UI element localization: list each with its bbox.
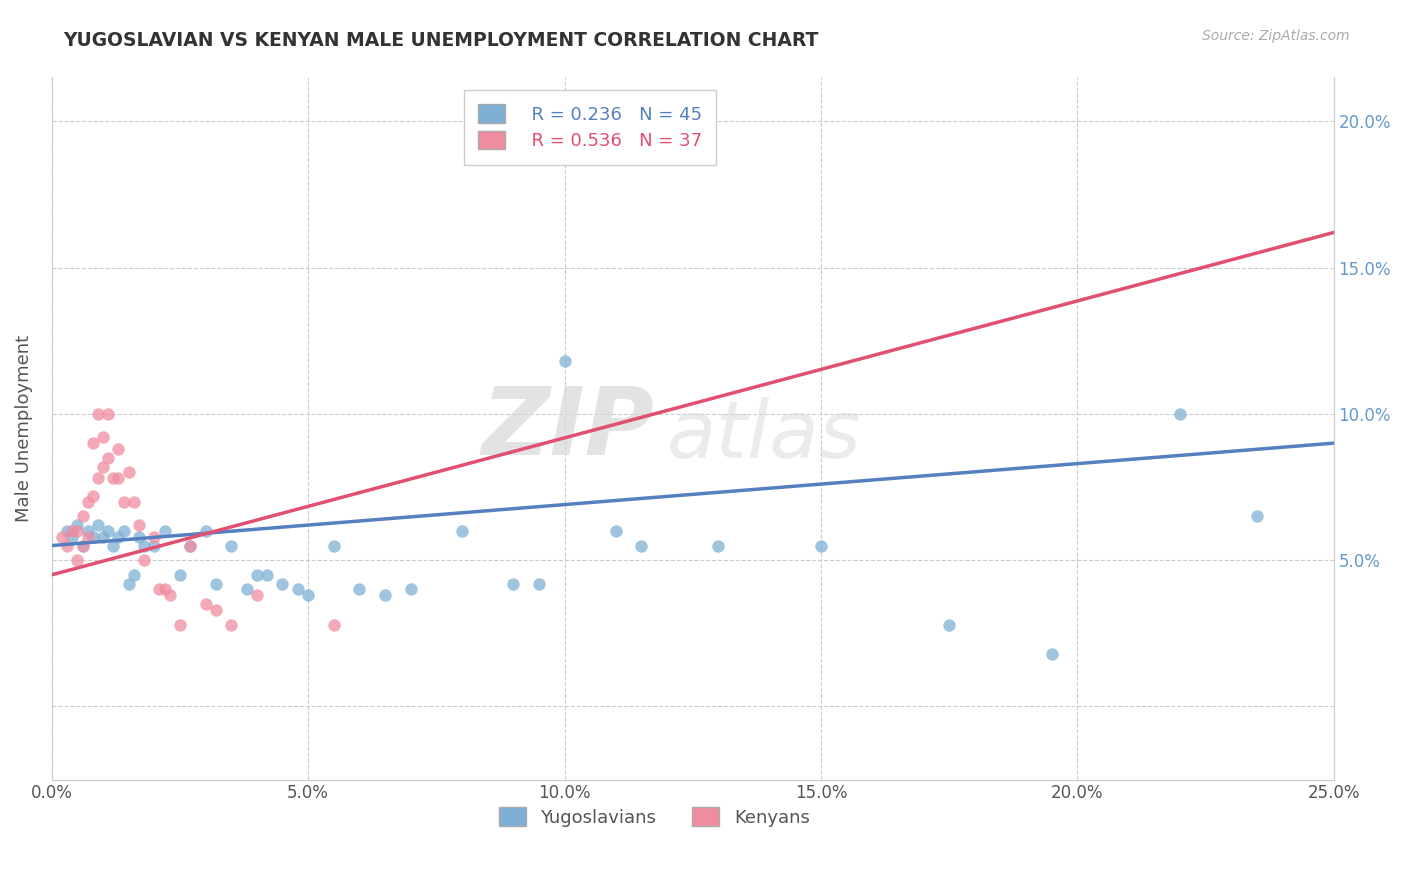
Point: [87, 471, 110, 485]
Point: [82, 530, 104, 544]
Point: [76, 494, 98, 508]
Point: [97, 524, 120, 538]
Point: [707, 539, 730, 553]
Point: [1168, 407, 1191, 421]
Point: [87, 518, 110, 533]
Point: [122, 494, 145, 508]
Point: [256, 567, 278, 582]
Point: [107, 471, 129, 485]
Point: [477, 137, 499, 152]
Point: [169, 567, 191, 582]
Point: [56, 524, 79, 538]
Point: [132, 539, 155, 553]
Point: [179, 539, 201, 553]
Point: [143, 530, 166, 544]
Point: [205, 603, 228, 617]
Point: [605, 524, 627, 538]
Point: [66, 518, 89, 533]
Point: [118, 576, 141, 591]
Point: [132, 553, 155, 567]
Legend: Yugoslavians, Kenyans: Yugoslavians, Kenyans: [492, 800, 817, 834]
Point: [194, 524, 217, 538]
Point: [107, 530, 129, 544]
Point: [60, 530, 83, 544]
Point: [179, 539, 201, 553]
Point: [107, 442, 129, 456]
Point: [91, 459, 114, 474]
Point: [128, 518, 150, 533]
Y-axis label: Male Unemployment: Male Unemployment: [15, 335, 32, 522]
Point: [287, 582, 309, 597]
Point: [194, 597, 217, 611]
Text: ZIP: ZIP: [481, 383, 654, 475]
Text: Source: ZipAtlas.com: Source: ZipAtlas.com: [1202, 29, 1350, 43]
Point: [97, 407, 120, 421]
Point: [553, 354, 575, 368]
Point: [91, 430, 114, 444]
Point: [374, 588, 396, 602]
Point: [349, 582, 371, 597]
Point: [527, 576, 550, 591]
Point: [159, 588, 181, 602]
Point: [76, 530, 98, 544]
Point: [297, 588, 319, 602]
Point: [72, 539, 94, 553]
Point: [112, 524, 135, 538]
Point: [219, 617, 242, 632]
Point: [153, 582, 176, 597]
Point: [112, 494, 135, 508]
Point: [451, 524, 474, 538]
Point: [103, 539, 125, 553]
Point: [810, 539, 832, 553]
Text: YUGOSLAVIAN VS KENYAN MALE UNEMPLOYMENT CORRELATION CHART: YUGOSLAVIAN VS KENYAN MALE UNEMPLOYMENT …: [63, 31, 818, 50]
Point: [169, 617, 191, 632]
Point: [246, 567, 269, 582]
Point: [122, 567, 145, 582]
Point: [271, 576, 294, 591]
Point: [56, 539, 79, 553]
Point: [76, 524, 98, 538]
Point: [91, 530, 114, 544]
Point: [205, 576, 228, 591]
Point: [246, 588, 269, 602]
Point: [153, 524, 176, 538]
Point: [60, 524, 83, 538]
Point: [72, 539, 94, 553]
Point: [1040, 647, 1063, 661]
Point: [118, 466, 141, 480]
Point: [322, 539, 344, 553]
Text: atlas: atlas: [666, 397, 862, 475]
Point: [502, 576, 524, 591]
Point: [630, 539, 652, 553]
Point: [235, 582, 257, 597]
Point: [103, 471, 125, 485]
Point: [66, 553, 89, 567]
Point: [97, 450, 120, 465]
Point: [938, 617, 960, 632]
Point: [128, 530, 150, 544]
Point: [143, 539, 166, 553]
Point: [1246, 509, 1268, 524]
Point: [87, 407, 110, 421]
Point: [72, 509, 94, 524]
Point: [51, 530, 73, 544]
Point: [66, 524, 89, 538]
Point: [148, 582, 170, 597]
Point: [82, 436, 104, 450]
Point: [219, 539, 242, 553]
Point: [322, 617, 344, 632]
Point: [399, 582, 422, 597]
Point: [82, 489, 104, 503]
